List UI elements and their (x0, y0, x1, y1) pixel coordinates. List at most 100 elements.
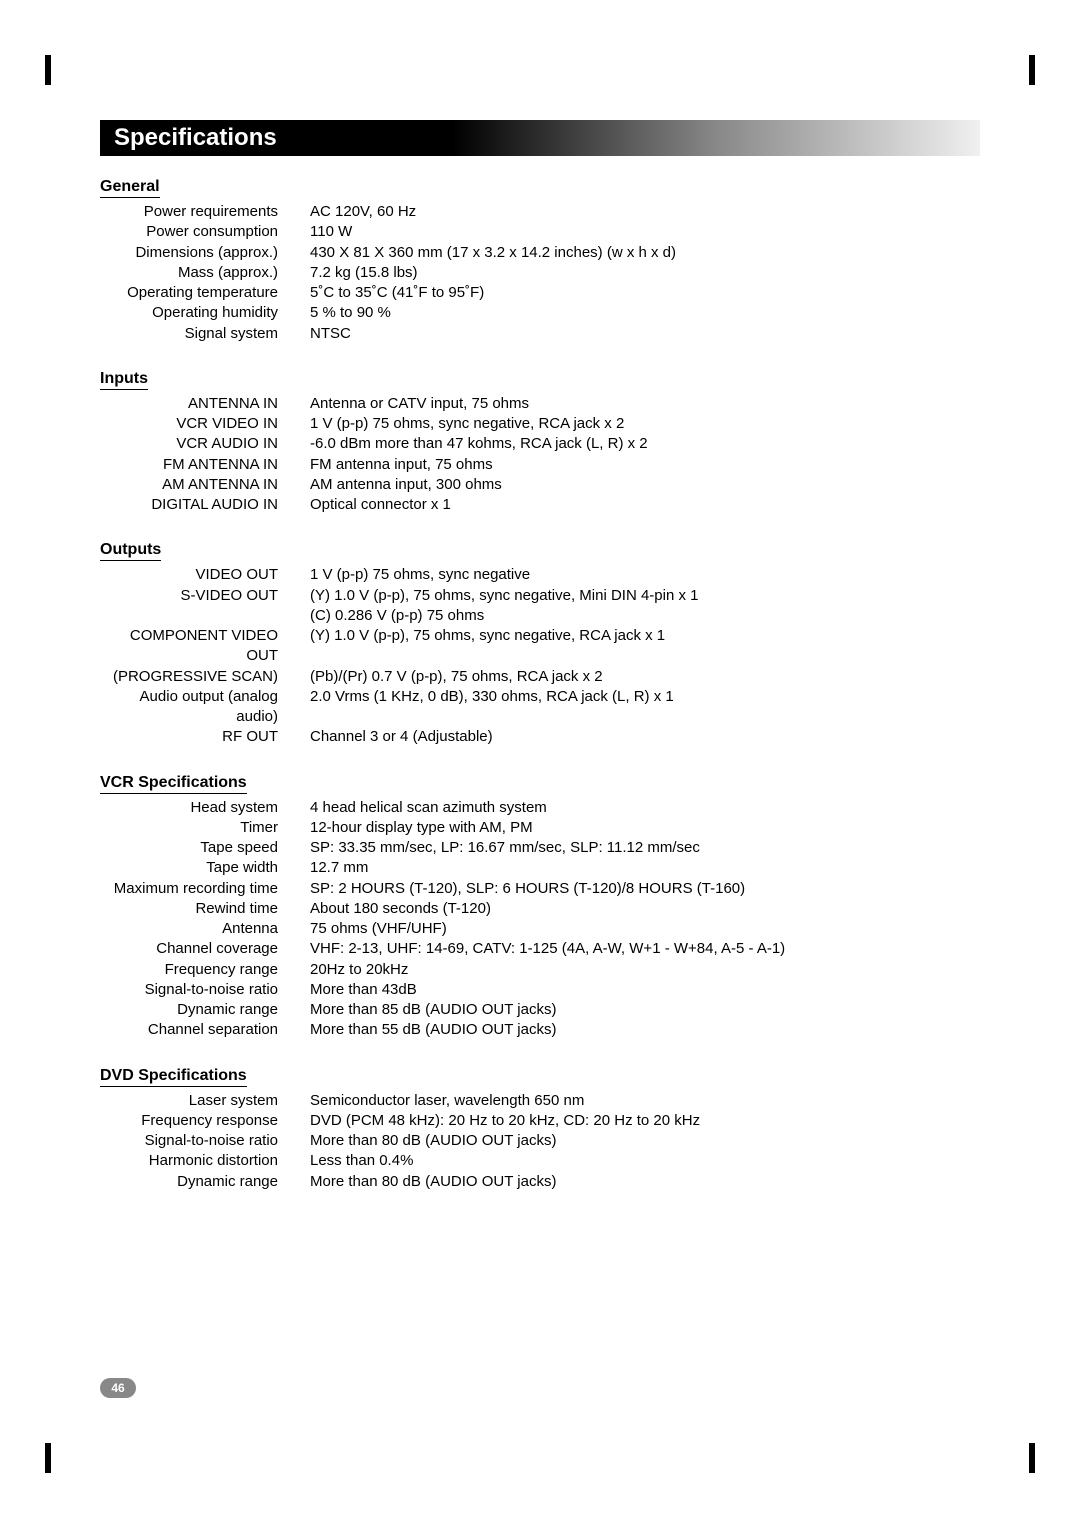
spec-row: Signal systemNTSC (100, 324, 980, 344)
spec-row: Head system4 head helical scan azimuth s… (100, 798, 980, 818)
spec-row: VCR AUDIO IN-6.0 dBm more than 47 kohms,… (100, 434, 980, 454)
section-heading: General (100, 178, 160, 198)
spec-value: AC 120V, 60 Hz (310, 202, 980, 222)
spec-value: More than 43dB (310, 980, 980, 1000)
spec-label: Signal-to-noise ratio (100, 1131, 310, 1151)
page-content: Specifications General Power requirements… (100, 120, 980, 1192)
spec-label: Dimensions (approx.) (100, 243, 310, 263)
spec-value: Less than 0.4% (310, 1151, 980, 1171)
spec-row: AM ANTENNA INAM antenna input, 300 ohms (100, 475, 980, 495)
spec-row: Maximum recording timeSP: 2 HOURS (T-120… (100, 879, 980, 899)
spec-value: Optical connector x 1 (310, 495, 980, 515)
spec-row: Signal-to-noise ratioMore than 80 dB (AU… (100, 1131, 980, 1151)
spec-label: Operating humidity (100, 303, 310, 323)
section-heading: VCR Specifications (100, 774, 247, 794)
spec-value: Semiconductor laser, wavelength 650 nm (310, 1091, 980, 1111)
spec-row: Operating humidity5 % to 90 % (100, 303, 980, 323)
section-block: OutputsVIDEO OUT1 V (p-p) 75 ohms, sync … (100, 533, 980, 747)
spec-row: Signal-to-noise ratioMore than 43dB (100, 980, 980, 1000)
spec-value: (C) 0.286 V (p-p) 75 ohms (310, 606, 980, 626)
spec-value: 20Hz to 20kHz (310, 960, 980, 980)
spec-label: Signal system (100, 324, 310, 344)
spec-label: Timer (100, 818, 310, 838)
page-title: Specifications (114, 124, 277, 151)
spec-label: S-VIDEO OUT (100, 586, 310, 606)
spec-row: (C) 0.286 V (p-p) 75 ohms (100, 606, 980, 626)
spec-value: SP: 2 HOURS (T-120), SLP: 6 HOURS (T-120… (310, 879, 980, 899)
spec-value: -6.0 dBm more than 47 kohms, RCA jack (L… (310, 434, 980, 454)
spec-label: Tape speed (100, 838, 310, 858)
spec-label: Tape width (100, 858, 310, 878)
spec-row: Timer12-hour display type with AM, PM (100, 818, 980, 838)
section-heading: Outputs (100, 541, 161, 561)
spec-value: 4 head helical scan azimuth system (310, 798, 980, 818)
spec-label: (PROGRESSIVE SCAN) (100, 667, 310, 687)
crop-mark (1029, 55, 1035, 85)
section-block: VCR Specifications Head system4 head heli… (100, 766, 980, 1041)
spec-value: AM antenna input, 300 ohms (310, 475, 980, 495)
spec-label: Maximum recording time (100, 879, 310, 899)
spec-label: Power requirements (100, 202, 310, 222)
spec-value: 7.2 kg (15.8 lbs) (310, 263, 980, 283)
page-number-container: 46 (100, 1378, 136, 1398)
spec-label: RF OUT (100, 727, 310, 747)
spec-row: Channel coverageVHF: 2-13, UHF: 14-69, C… (100, 939, 980, 959)
spec-label: Rewind time (100, 899, 310, 919)
spec-value: 1 V (p-p) 75 ohms, sync negative, RCA ja… (310, 414, 980, 434)
spec-row: Power requirementsAC 120V, 60 Hz (100, 202, 980, 222)
spec-value: 2.0 Vrms (1 KHz, 0 dB), 330 ohms, RCA ja… (310, 687, 980, 728)
spec-label: Audio output (analog audio) (100, 687, 310, 728)
spec-row: Rewind timeAbout 180 seconds (T-120) (100, 899, 980, 919)
spec-label: Frequency range (100, 960, 310, 980)
spec-row: ANTENNA INAntenna or CATV input, 75 ohms (100, 394, 980, 414)
spec-label: Signal-to-noise ratio (100, 980, 310, 1000)
spec-label: Mass (approx.) (100, 263, 310, 283)
spec-label: COMPONENT VIDEO OUT (100, 626, 310, 667)
spec-row: Antenna75 ohms (VHF/UHF) (100, 919, 980, 939)
spec-value: VHF: 2-13, UHF: 14-69, CATV: 1-125 (4A, … (310, 939, 980, 959)
spec-row: Operating temperature5˚C to 35˚C (41˚F t… (100, 283, 980, 303)
spec-value: FM antenna input, 75 ohms (310, 455, 980, 475)
crop-mark (45, 1443, 51, 1473)
section-heading: Inputs (100, 370, 148, 390)
crop-mark (1029, 1443, 1035, 1473)
spec-value: (Y) 1.0 V (p-p), 75 ohms, sync negative,… (310, 586, 980, 606)
spec-row: Harmonic distortionLess than 0.4% (100, 1151, 980, 1171)
spec-value: 5 % to 90 % (310, 303, 980, 323)
spec-value: About 180 seconds (T-120) (310, 899, 980, 919)
spec-row: Tape width12.7 mm (100, 858, 980, 878)
spec-row: (PROGRESSIVE SCAN)(Pb)/(Pr) 0.7 V (p-p),… (100, 667, 980, 687)
spec-label: Laser system (100, 1091, 310, 1111)
spec-row: Power consumption110 W (100, 222, 980, 242)
spec-value: Antenna or CATV input, 75 ohms (310, 394, 980, 414)
crop-mark (45, 55, 51, 85)
title-bar: Specifications (100, 120, 980, 156)
spec-label: Head system (100, 798, 310, 818)
spec-label: Operating temperature (100, 283, 310, 303)
spec-value: NTSC (310, 324, 980, 344)
spec-row: RF OUTChannel 3 or 4 (Adjustable) (100, 727, 980, 747)
spec-label: Channel coverage (100, 939, 310, 959)
spec-value: More than 85 dB (AUDIO OUT jacks) (310, 1000, 980, 1020)
spec-row: Channel separationMore than 55 dB (AUDIO… (100, 1020, 980, 1040)
spec-row: Audio output (analog audio)2.0 Vrms (1 K… (100, 687, 980, 728)
spec-value: SP: 33.35 mm/sec, LP: 16.67 mm/sec, SLP:… (310, 838, 980, 858)
spec-label: AM ANTENNA IN (100, 475, 310, 495)
spec-row: DIGITAL AUDIO INOptical connector x 1 (100, 495, 980, 515)
spec-row: Dynamic rangeMore than 85 dB (AUDIO OUT … (100, 1000, 980, 1020)
spec-row: VCR VIDEO IN1 V (p-p) 75 ohms, sync nega… (100, 414, 980, 434)
spec-row: Laser systemSemiconductor laser, wavelen… (100, 1091, 980, 1111)
spec-label (100, 606, 310, 626)
spec-value: 1 V (p-p) 75 ohms, sync negative (310, 565, 980, 585)
spec-row: S-VIDEO OUT(Y) 1.0 V (p-p), 75 ohms, syn… (100, 586, 980, 606)
spec-label: Dynamic range (100, 1172, 310, 1192)
spec-value: DVD (PCM 48 kHz): 20 Hz to 20 kHz, CD: 2… (310, 1111, 980, 1131)
spec-label: FM ANTENNA IN (100, 455, 310, 475)
spec-row: Frequency responseDVD (PCM 48 kHz): 20 H… (100, 1111, 980, 1131)
section-block: Inputs ANTENNA INAntenna or CATV input, 7… (100, 362, 980, 516)
spec-value: (Pb)/(Pr) 0.7 V (p-p), 75 ohms, RCA jack… (310, 667, 980, 687)
spec-label: DIGITAL AUDIO IN (100, 495, 310, 515)
page-number-badge: 46 (100, 1378, 136, 1398)
spec-label: Power consumption (100, 222, 310, 242)
spec-value: (Y) 1.0 V (p-p), 75 ohms, sync negative,… (310, 626, 980, 667)
